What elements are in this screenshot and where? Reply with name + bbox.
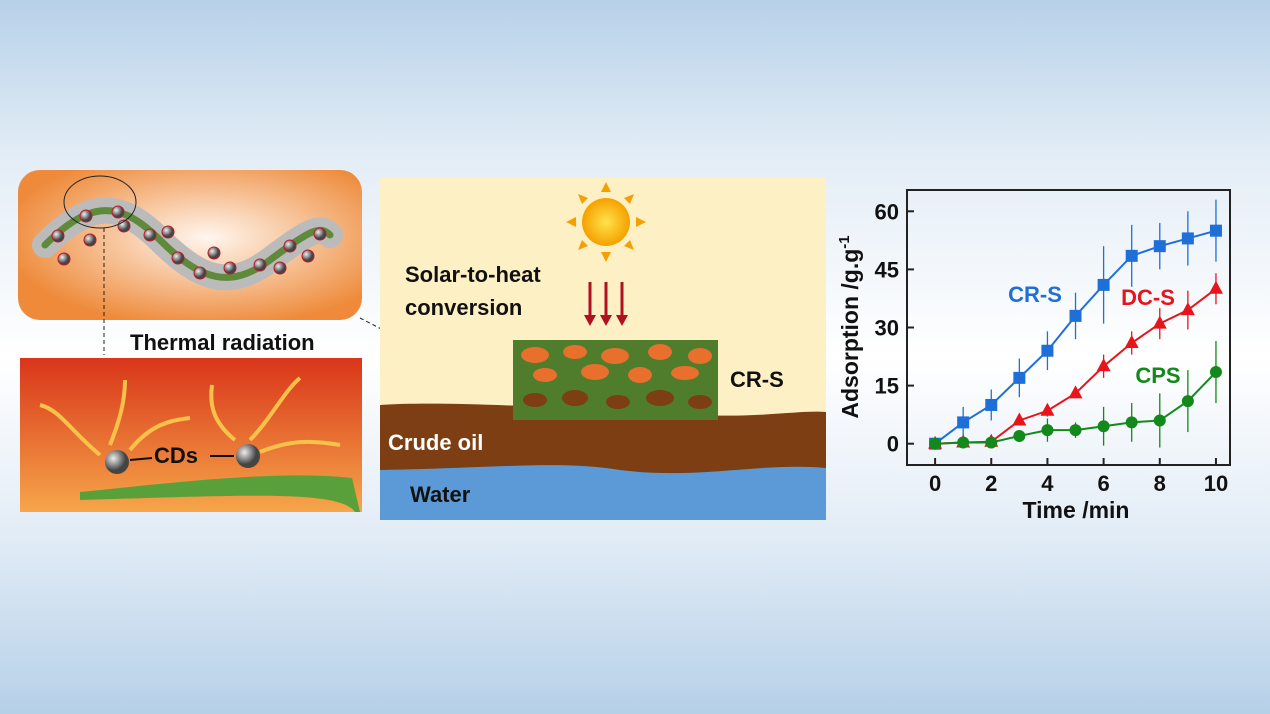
y-tick-label: 30 — [875, 316, 899, 341]
marker — [1097, 420, 1110, 433]
arrow-heads — [584, 315, 628, 326]
marker — [1013, 429, 1026, 442]
marker — [1209, 366, 1222, 379]
fiber-segment — [80, 475, 360, 512]
heat-arrows — [39, 376, 341, 457]
sponge-label: CR-S — [730, 367, 784, 392]
x-tick-label: 2 — [985, 471, 997, 496]
marker — [1153, 414, 1166, 427]
cd-dots — [51, 205, 327, 280]
plot-frame — [906, 189, 1231, 466]
y-tick-label: 60 — [875, 199, 899, 224]
marker — [1180, 302, 1195, 316]
marker — [957, 416, 970, 429]
series-label: CPS — [1135, 363, 1180, 388]
x-tick-label: 0 — [929, 471, 941, 496]
marker — [1069, 424, 1082, 437]
series-label: CR-S — [1008, 282, 1062, 307]
marker — [1069, 309, 1082, 322]
thermal-label: Thermal radiation — [130, 330, 315, 355]
marker — [1013, 371, 1026, 384]
solar-label: Solar-to-heat — [405, 262, 541, 287]
marker — [1152, 315, 1167, 329]
y-axis-label: Adsorption /g.g-1 — [836, 235, 863, 418]
marker — [1068, 385, 1083, 399]
marker — [985, 398, 998, 411]
marker — [985, 436, 998, 449]
marker — [1208, 280, 1223, 294]
marker — [957, 436, 970, 449]
y-axis-label-sup: -1 — [836, 235, 853, 248]
cd-ball — [105, 450, 129, 474]
marker — [1181, 232, 1194, 245]
marker — [1097, 278, 1110, 291]
cd-arrow — [129, 457, 153, 461]
x-axis-label: Time /min — [1023, 497, 1130, 523]
marker — [929, 437, 942, 450]
y-tick-label: 15 — [875, 374, 899, 399]
marker — [1096, 358, 1111, 372]
cds-label: CDs — [154, 443, 198, 468]
x-tick-label: 8 — [1154, 471, 1166, 496]
series-label: DC-S — [1121, 285, 1175, 310]
sun-arrows — [588, 282, 624, 318]
marker — [1041, 344, 1054, 357]
marker — [1041, 424, 1054, 437]
solar-label: conversion — [405, 295, 522, 320]
cd-ball — [236, 444, 260, 468]
x-tick-label: 10 — [1204, 471, 1228, 496]
oil-label: Crude oil — [388, 430, 483, 455]
marker — [1209, 224, 1222, 237]
marker — [1124, 334, 1139, 348]
sponge-oil-pores — [523, 390, 712, 409]
oil-layer — [380, 403, 826, 480]
sun — [582, 198, 630, 246]
x-tick-label: 6 — [1097, 471, 1109, 496]
water-layer — [380, 465, 826, 520]
y-tick-label: 0 — [887, 432, 899, 457]
zoom-circle — [63, 175, 137, 229]
marker — [1125, 416, 1138, 429]
water-label: Water — [410, 482, 471, 507]
marker — [1181, 395, 1194, 408]
marker — [1153, 240, 1166, 253]
sponge-pores — [521, 344, 712, 383]
marker — [1012, 412, 1027, 426]
marker — [1040, 402, 1055, 416]
x-tick-label: 4 — [1041, 471, 1054, 496]
marker — [1125, 249, 1138, 262]
y-axis-label-text: Adsorption /g.g — [837, 249, 863, 419]
y-tick-label: 45 — [875, 257, 899, 282]
sun-rays — [566, 182, 646, 262]
